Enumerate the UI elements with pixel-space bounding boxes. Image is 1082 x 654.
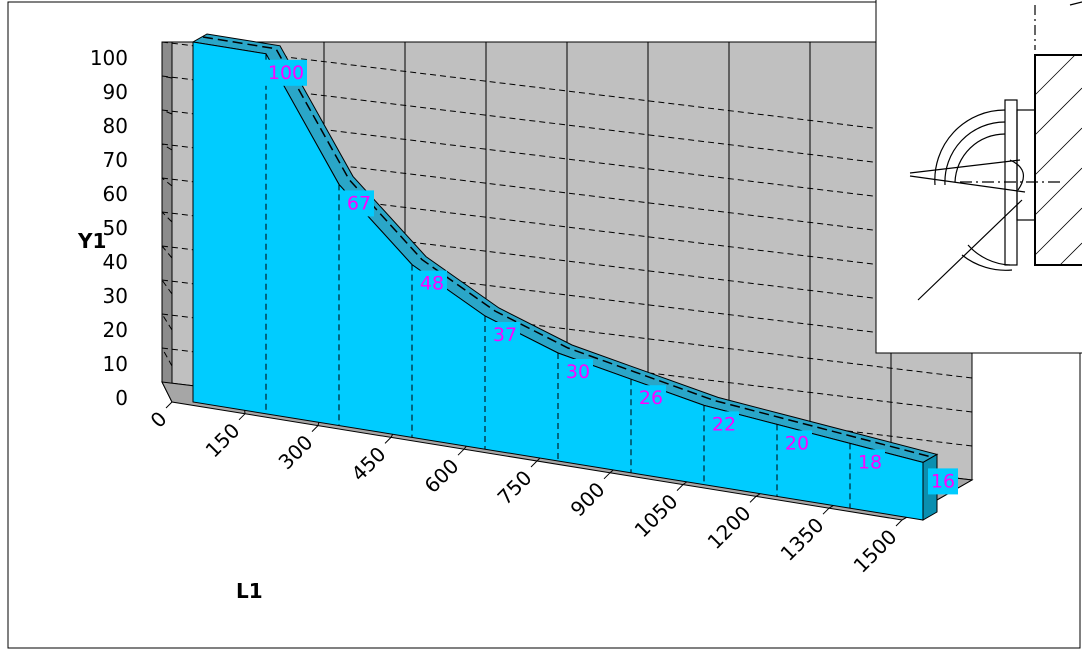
y-tick-label: 100 — [90, 46, 128, 70]
data-label-background — [782, 430, 812, 457]
x-tick-mark — [457, 448, 465, 456]
y-tick-label: 60 — [103, 182, 128, 206]
gridline-side — [161, 177, 173, 187]
y-tick-label: 50 — [103, 216, 128, 240]
data-label-background — [265, 59, 307, 86]
x-tick-mark — [603, 472, 611, 480]
area-top-edge — [202, 36, 934, 459]
y-tick-label: 40 — [103, 250, 128, 274]
x-tick-mark — [384, 437, 392, 444]
data-label-background — [855, 449, 885, 476]
data-label-background — [563, 359, 593, 385]
gridline-side — [161, 279, 173, 295]
y-axis-title: Y1 — [77, 229, 106, 253]
data-label-background — [709, 411, 739, 438]
x-tick-mark — [895, 519, 903, 527]
y-tick-label: 10 — [103, 352, 128, 376]
gridline-side — [161, 245, 173, 259]
x-tick-mark — [822, 507, 830, 515]
gridline-side — [161, 211, 173, 223]
mechanical-part-cross-section-drawing-icon — [909, 1, 1082, 301]
data-label: 16 — [931, 470, 955, 492]
inset-drawing — [875, 0, 1082, 354]
y-tick-label: 20 — [103, 318, 128, 342]
y-tick-label: 90 — [103, 80, 128, 104]
x-tick-mark — [311, 425, 319, 432]
y-tick-label: 0 — [115, 386, 128, 410]
x-tick-mark — [238, 413, 246, 421]
gridline-side — [161, 143, 173, 151]
data-label-background — [928, 468, 958, 495]
data-label: 26 — [639, 387, 663, 409]
gridline-side — [161, 109, 173, 115]
data-label-background — [490, 322, 520, 348]
data-label: 48 — [420, 273, 444, 295]
data-label: 20 — [785, 432, 809, 454]
data-label: 22 — [712, 413, 736, 435]
inset-frame — [875, 0, 1082, 354]
gridline-side — [161, 313, 173, 331]
gridline-side — [161, 347, 173, 367]
x-tick-mark — [676, 484, 684, 491]
data-label-background — [417, 270, 447, 297]
data-label-background — [636, 385, 666, 412]
data-label: 100 — [268, 62, 304, 84]
y-tick-label: 80 — [103, 114, 128, 138]
gridline-side — [161, 75, 173, 79]
y-tick-label: 30 — [103, 284, 128, 308]
y-tick-label: 70 — [103, 148, 128, 172]
data-label: 30 — [566, 361, 590, 383]
x-tick-mark — [749, 496, 757, 503]
data-label-background — [344, 190, 374, 217]
x-axis-title: L1 — [236, 579, 263, 603]
gridline-horizontal — [161, 41, 973, 141]
data-label: 18 — [858, 451, 882, 473]
x-tick-mark — [165, 401, 173, 409]
x-tick-mark — [530, 460, 538, 468]
data-label: 67 — [347, 192, 371, 214]
data-labels: 100 67 48 37 30 26 22 20 18 16 — [265, 59, 958, 495]
data-label: 37 — [493, 324, 517, 346]
